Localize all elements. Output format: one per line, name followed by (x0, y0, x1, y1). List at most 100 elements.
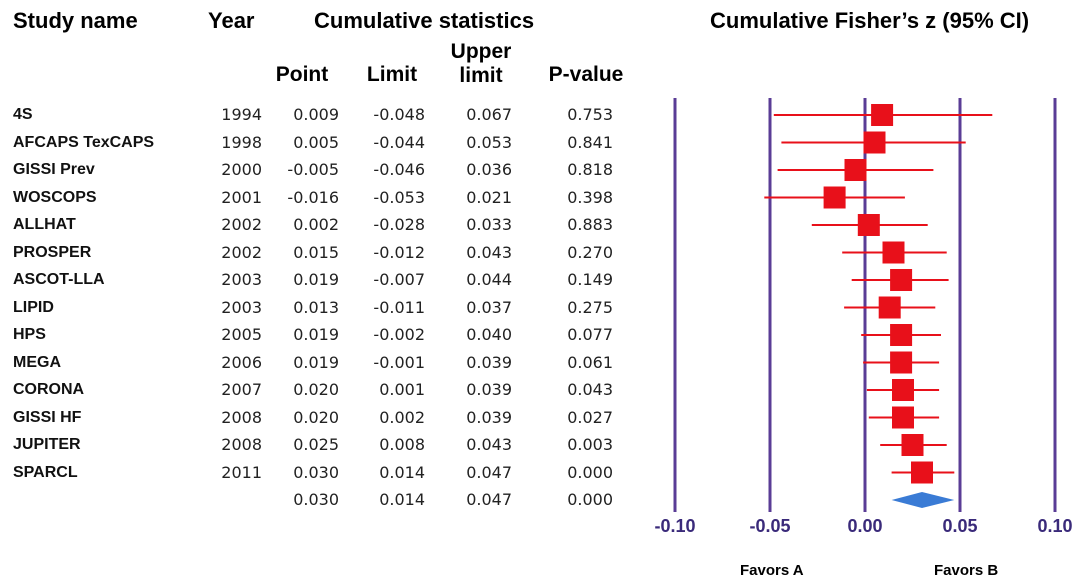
study-name-cell: LIPID (13, 298, 54, 316)
year-cell: 2008 (221, 435, 262, 454)
year-cell: 2002 (221, 242, 262, 262)
p-cell: 0.000 (567, 462, 613, 482)
lower-cell: -0.012 (373, 242, 425, 262)
p-cell: 0.027 (567, 407, 613, 427)
point-cell: 0.009 (293, 105, 339, 124)
x-tick-label: 0.00 (847, 516, 883, 536)
x-tick-label: 0.10 (1037, 516, 1073, 536)
lower-cell: 0.008 (379, 435, 425, 454)
table-row: WOSCOPS 2001 -0.016 -0.053 0.021 0.398 (0, 188, 640, 215)
point-marker (892, 379, 914, 401)
table-row: JUPITER 2008 0.025 0.008 0.043 0.003 (0, 435, 640, 462)
study-name-cell: GISSI Prev (13, 161, 95, 178)
lower-cell: -0.007 (373, 270, 425, 289)
point-cell: 0.025 (293, 435, 339, 454)
table-row: CORONA 2007 0.020 0.001 0.039 0.043 (0, 380, 640, 407)
study-name-cell: 4S (13, 106, 33, 123)
p-cell: 0.398 (567, 187, 613, 207)
x-tick-label: -0.05 (749, 516, 791, 536)
lower-cell: -0.001 (373, 352, 425, 372)
upper-cell: 0.039 (466, 380, 512, 399)
point-cell: -0.016 (287, 187, 339, 207)
point-cell: 0.019 (293, 325, 339, 344)
header-upper-limit-line1: Upper (450, 40, 512, 63)
point-cell: -0.005 (287, 160, 339, 179)
study-name-cell: ALLHAT (13, 216, 76, 233)
point-cell: 0.019 (293, 270, 339, 289)
lower-cell: -0.028 (373, 215, 425, 234)
p-cell: 0.841 (567, 132, 613, 152)
point-marker (892, 406, 914, 429)
year-cell: 2000 (221, 160, 262, 179)
upper-cell: 0.037 (466, 297, 512, 317)
lower-cell: 0.001 (379, 380, 425, 399)
table-row: 4S 1994 0.009 -0.048 0.067 0.753 (0, 105, 640, 132)
summary-point-cell: 0.030 (293, 490, 339, 509)
p-cell: 0.275 (567, 297, 613, 317)
table-row: MEGA 2006 0.019 -0.001 0.039 0.061 (0, 353, 640, 380)
point-cell: 0.030 (293, 462, 339, 482)
lower-cell: -0.044 (373, 132, 425, 152)
point-cell: 0.020 (293, 407, 339, 427)
year-cell: 2011 (221, 462, 262, 482)
upper-cell: 0.039 (466, 407, 512, 427)
upper-cell: 0.047 (466, 462, 512, 482)
upper-cell: 0.043 (466, 242, 512, 262)
table-row: LIPID 2003 0.013 -0.011 0.037 0.275 (0, 298, 640, 325)
favors-b-label: Favors B (934, 562, 999, 579)
year-cell: 2003 (221, 297, 262, 317)
lower-cell: 0.002 (379, 407, 425, 427)
summary-lower-cell: 0.014 (379, 490, 425, 509)
point-cell: 0.015 (293, 242, 339, 262)
study-name-cell: MEGA (13, 353, 61, 371)
study-name-cell: ASCOT-LLA (13, 271, 105, 288)
point-marker (871, 104, 894, 126)
year-cell: 1998 (221, 132, 262, 152)
plot-title: Cumulative Fisher’s z (95% CI) (710, 8, 1030, 33)
lower-cell: -0.048 (373, 105, 425, 124)
upper-cell: 0.053 (466, 132, 512, 152)
upper-cell: 0.040 (466, 325, 512, 344)
year-cell: 2005 (221, 325, 262, 344)
study-name-cell: SPARCL (13, 463, 78, 481)
table-row: PROSPER 2002 0.015 -0.012 0.043 0.270 (0, 243, 640, 270)
upper-cell: 0.039 (466, 352, 512, 372)
table-row: ASCOT-LLA 2003 0.019 -0.007 0.044 0.149 (0, 270, 640, 297)
p-cell: 0.003 (567, 435, 613, 454)
table-row: ALLHAT 2002 0.002 -0.028 0.033 0.883 (0, 215, 640, 242)
year-cell: 2001 (221, 187, 262, 207)
table-row: GISSI HF 2008 0.020 0.002 0.039 0.027 (0, 408, 640, 435)
year-cell: 2002 (221, 215, 262, 234)
study-name-cell: JUPITER (13, 436, 81, 453)
point-marker (911, 461, 933, 484)
point-marker (890, 324, 913, 346)
header-limit: Limit (366, 63, 418, 86)
point-cell: 0.005 (293, 132, 339, 152)
study-name-cell: AFCAPS TexCAPS (13, 133, 155, 151)
p-cell: 0.043 (567, 380, 613, 399)
header-cumulative-statistics: Cumulative statistics (314, 8, 535, 33)
table-row: SPARCL 2011 0.030 0.014 0.047 0.000 (0, 463, 640, 490)
upper-cell: 0.043 (466, 435, 512, 454)
p-cell: 0.883 (567, 215, 613, 234)
p-cell: 0.753 (567, 105, 613, 124)
upper-cell: 0.021 (466, 187, 512, 207)
point-marker (844, 159, 867, 181)
year-cell: 2007 (221, 380, 262, 399)
x-tick-label: 0.05 (942, 516, 978, 536)
header-year: Year (208, 8, 255, 33)
lower-cell: -0.002 (373, 325, 425, 344)
year-cell: 1994 (221, 105, 262, 124)
study-name-cell: GISSI HF (13, 408, 82, 426)
point-marker (890, 351, 913, 374)
summary-diamond (891, 492, 955, 508)
p-cell: 0.270 (567, 242, 613, 262)
point-cell: 0.020 (293, 380, 339, 399)
point-cell: 0.013 (293, 297, 339, 317)
study-name-cell: PROSPER (13, 243, 92, 261)
point-marker (890, 269, 913, 291)
point-marker (863, 131, 886, 154)
study-name-cell: HPS (13, 326, 46, 343)
header-upper-limit-line2: limit (459, 64, 503, 87)
